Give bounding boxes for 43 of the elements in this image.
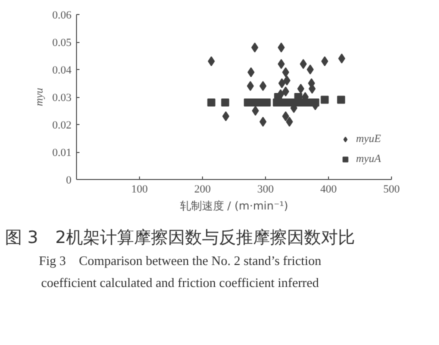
x-tick-label: 100 bbox=[131, 184, 148, 196]
y-tick-label: 0.02 bbox=[52, 120, 72, 132]
point bbox=[248, 67, 255, 78]
y-tick-label: 0.05 bbox=[52, 37, 72, 49]
y-tick-label: 0.01 bbox=[52, 147, 72, 159]
y-tick-label: 0.03 bbox=[52, 92, 72, 104]
point bbox=[300, 59, 307, 69]
point bbox=[259, 81, 266, 91]
caption: Fig 3 Comparison between the No. 2 stand’s friction coefficient calculated and friction coefficient inferred bbox=[38, 252, 322, 292]
point bbox=[278, 78, 286, 88]
point bbox=[246, 81, 254, 91]
point bbox=[278, 59, 285, 69]
point bbox=[321, 56, 328, 66]
caption: 图 3 2机架计算摩擦因数与反推摩擦因数对比 bbox=[5, 227, 356, 250]
legend-label: myuA bbox=[356, 153, 381, 165]
point bbox=[283, 76, 290, 86]
point bbox=[282, 86, 290, 96]
y-tick-label: 0.06 bbox=[52, 10, 72, 22]
y-tick-label: 0.04 bbox=[52, 64, 72, 76]
point bbox=[222, 111, 230, 122]
point bbox=[221, 98, 230, 106]
x-tick-label: 500 bbox=[383, 184, 400, 196]
legend-label: myuE bbox=[356, 133, 381, 145]
point bbox=[278, 42, 285, 52]
x-tick-label: 200 bbox=[194, 184, 212, 196]
point bbox=[282, 111, 290, 122]
y-axis-title: myu bbox=[33, 87, 46, 106]
point bbox=[207, 98, 216, 106]
point bbox=[259, 116, 266, 127]
point bbox=[252, 106, 259, 116]
x-tick-label: 400 bbox=[320, 184, 338, 196]
x-axis-title: 轧制速度 / (m·min⁻¹) bbox=[180, 200, 288, 212]
point bbox=[297, 84, 304, 94]
point bbox=[337, 96, 346, 104]
point bbox=[306, 64, 314, 74]
y-tick-label: 0 bbox=[66, 174, 72, 186]
point bbox=[286, 116, 293, 127]
point bbox=[208, 56, 215, 66]
x-tick-label: 300 bbox=[257, 184, 274, 196]
point bbox=[320, 96, 329, 104]
point bbox=[282, 67, 290, 78]
point bbox=[251, 42, 258, 52]
point bbox=[338, 54, 346, 64]
